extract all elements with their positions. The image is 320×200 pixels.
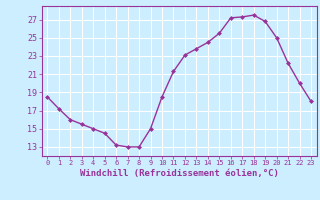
- X-axis label: Windchill (Refroidissement éolien,°C): Windchill (Refroidissement éolien,°C): [80, 169, 279, 178]
